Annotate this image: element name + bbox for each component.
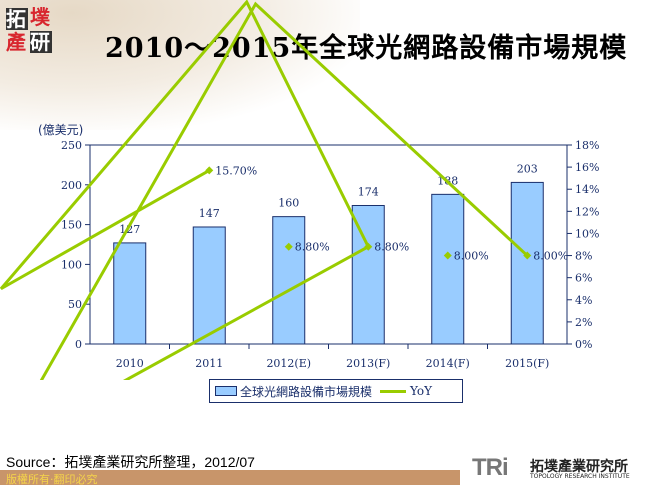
legend-line-label: YoY — [410, 384, 433, 398]
y2-tick-label: 12% — [575, 205, 599, 218]
yoy-point — [523, 251, 532, 260]
y-tick-label: 250 — [61, 139, 82, 152]
brand-name-en: TOPOLOGY RESEARCH INSTITUTE — [530, 473, 630, 480]
bar — [510, 181, 544, 345]
tri-logo: 拓 墣 產 研 — [6, 6, 62, 54]
y-tick-label: 200 — [61, 179, 82, 192]
yoy-label: 8.80% — [374, 241, 409, 254]
legend: 全球光網路設備市場規模 YoY — [209, 379, 463, 403]
legend-bar-label: 全球光網路設備市場規模 — [240, 384, 373, 399]
bar-label: 160 — [278, 197, 299, 210]
y-axis-unit: (億美元) — [38, 123, 84, 137]
bar — [351, 204, 385, 345]
brand-name: 拓墣產業研究所 — [530, 459, 628, 475]
legend-bar-swatch — [215, 386, 237, 396]
x-tick-label: 2011 — [195, 357, 223, 370]
x-tick-label: 2010 — [116, 357, 144, 370]
y2-tick-label: 16% — [575, 161, 599, 174]
yoy-point — [205, 166, 214, 175]
y-tick-label: 100 — [61, 258, 82, 271]
x-tick-label: 2012(E) — [266, 357, 311, 370]
bar — [113, 242, 147, 345]
tri-brand-logo: TRi 拓墣產業研究所 TOPOLOGY RESEARCH INSTITUTE — [460, 452, 650, 485]
yoy-point — [364, 242, 373, 251]
copyright-text: 版權所有‧翻印必究 — [6, 473, 98, 486]
y2-tick-label: 18% — [575, 139, 599, 152]
yoy-label: 8.00% — [454, 250, 489, 263]
y-tick-label: 50 — [68, 298, 82, 311]
chart: 0 50 100 150 200 250 0% 2% 4% 6% 8% 10% 12% 14% 16% 18%… — [0, 0, 599, 380]
logo-char: 墣 — [30, 5, 50, 29]
x-tick-label: 2013(F) — [346, 357, 390, 370]
yoy-label: 8.80% — [295, 241, 330, 254]
legend-line-swatch — [380, 389, 407, 393]
logo-char: 拓 — [6, 7, 28, 31]
y2-tick-label: 10% — [575, 227, 599, 240]
source-note: Source：拓墣產業研究所整理，2012/07 — [6, 454, 255, 470]
bar-label: 174 — [358, 185, 379, 198]
bar — [272, 216, 306, 345]
page-title: 2010～2015年全球光網路設備市場規模 — [105, 33, 628, 64]
bar — [431, 193, 465, 345]
y-tick-label: 150 — [61, 219, 82, 232]
y2-tick-label: 0% — [575, 338, 592, 351]
x-tick-label: 2014(F) — [426, 357, 470, 370]
logo-char: 產 — [6, 30, 26, 54]
yoy-label: 15.70% — [215, 164, 257, 177]
bar-label: 203 — [517, 162, 538, 175]
bar — [192, 226, 226, 345]
y-tick-label: 0 — [75, 338, 82, 351]
y2-tick-label: 14% — [575, 183, 599, 196]
y2-tick-label: 2% — [575, 316, 592, 329]
y2-tick-label: 4% — [575, 294, 592, 307]
brand-mark: TRi — [472, 454, 509, 481]
logo-char: 研 — [30, 30, 52, 54]
yoy-label: 8.00% — [533, 250, 568, 263]
bar-label: 147 — [199, 207, 220, 220]
x-tick-label: 2015(F) — [505, 357, 549, 370]
yoy-point — [284, 242, 293, 251]
y2-tick-label: 6% — [575, 272, 592, 285]
y2-tick-label: 8% — [575, 250, 592, 263]
yoy-point — [443, 251, 452, 260]
